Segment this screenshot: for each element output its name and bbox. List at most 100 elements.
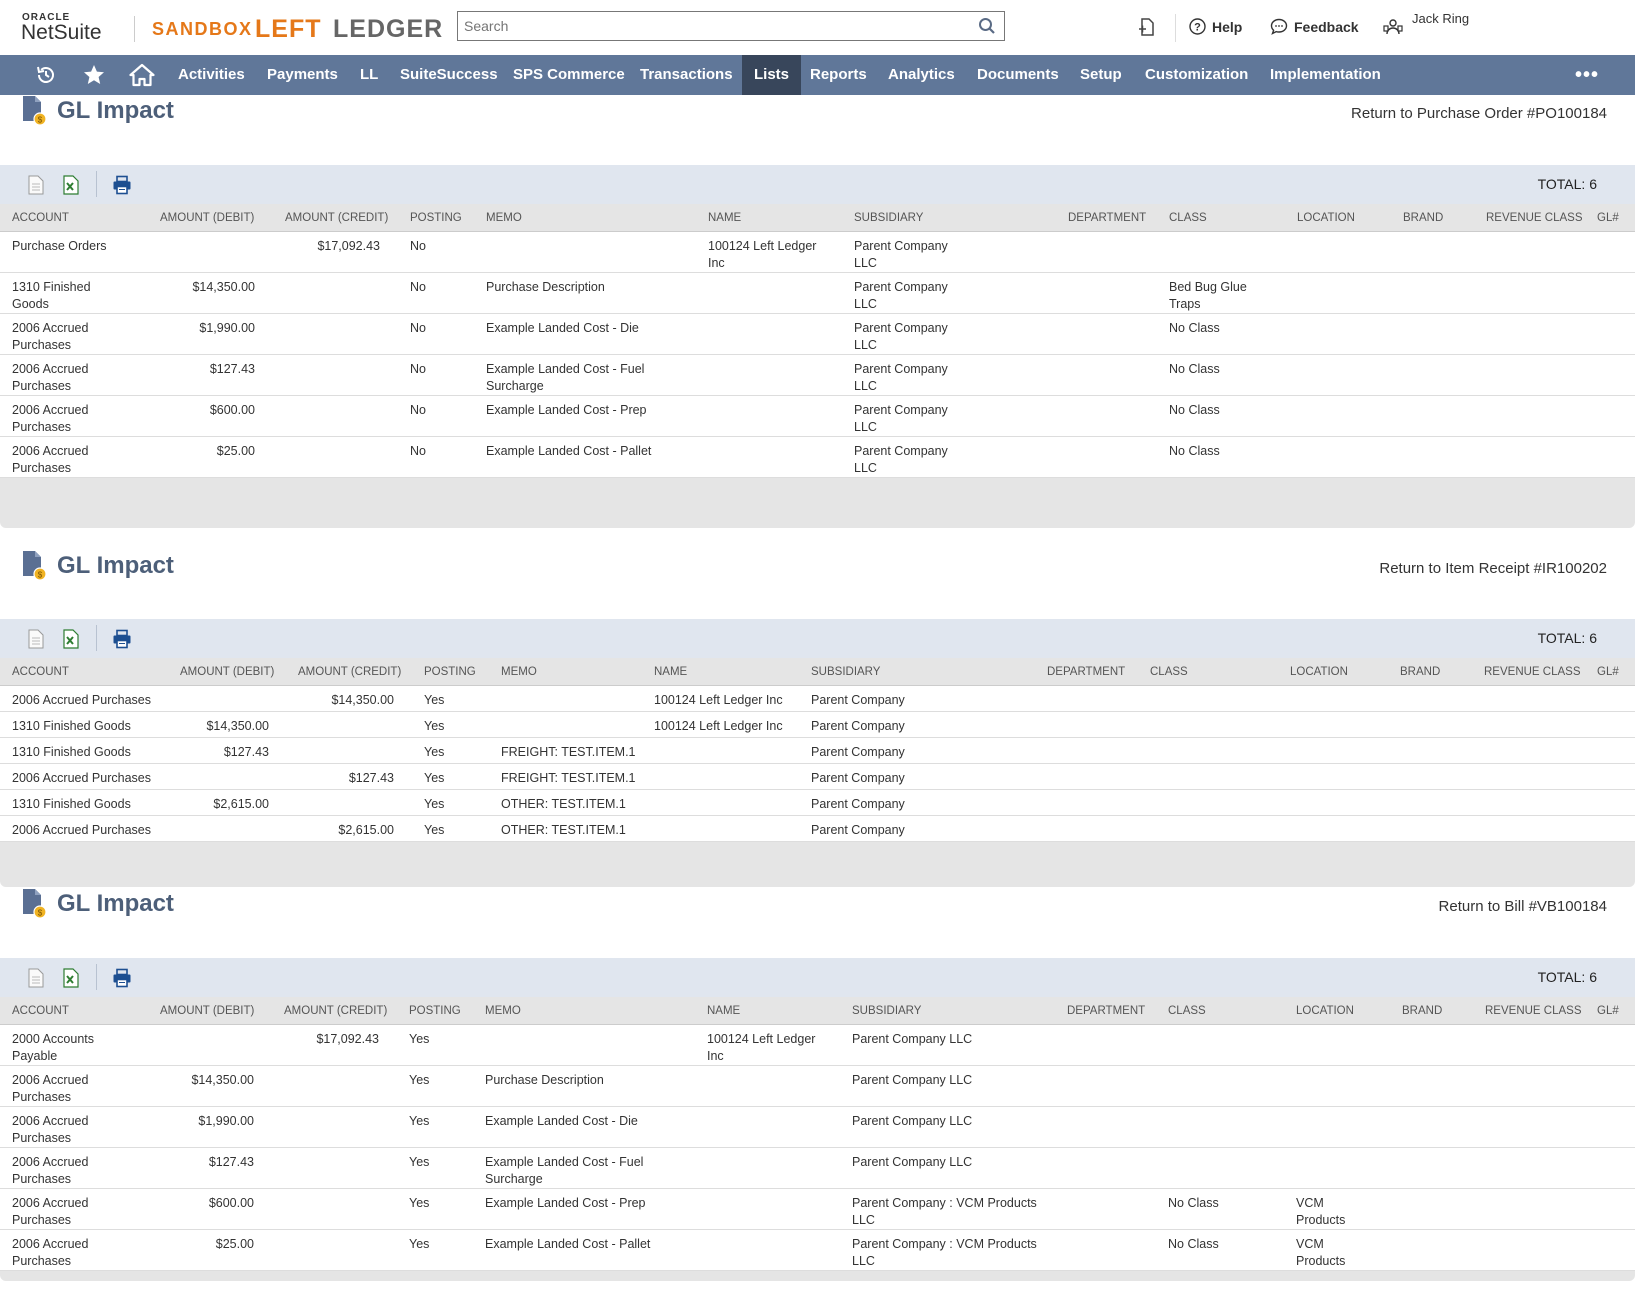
column-header[interactable]: REVENUE CLASS (1484, 666, 1581, 678)
nav-implementation[interactable]: Implementation (1270, 66, 1381, 83)
column-header[interactable]: GL# (1597, 1005, 1619, 1017)
column-header[interactable]: GL# (1597, 666, 1619, 678)
column-header[interactable]: LOCATION (1296, 1005, 1354, 1017)
account-link[interactable]: 2006 Accrued Purchases (12, 444, 89, 475)
print-icon[interactable] (112, 175, 132, 200)
column-header[interactable]: MEMO (485, 1005, 521, 1017)
column-header[interactable]: REVENUE CLASS (1485, 1005, 1582, 1017)
account-link[interactable]: 1310 Finished Goods (12, 719, 131, 733)
account-link[interactable]: 2006 Accrued Purchases (12, 321, 89, 352)
nav-reports[interactable]: Reports (810, 66, 867, 83)
column-header[interactable]: AMOUNT (CREDIT) (284, 1005, 388, 1017)
account-link[interactable]: 2006 Accrued Purchases (12, 1155, 89, 1186)
search-input[interactable] (462, 12, 966, 40)
account-link[interactable]: 2006 Accrued Purchases (12, 1237, 89, 1268)
help-button[interactable]: ? Help (1189, 18, 1242, 35)
column-header[interactable]: ACCOUNT (12, 666, 69, 678)
account-link[interactable]: 2006 Accrued Purchases (12, 823, 151, 837)
nav-activities[interactable]: Activities (178, 66, 245, 83)
column-header[interactable]: NAME (708, 212, 742, 224)
column-header[interactable]: DEPARTMENT (1047, 666, 1126, 678)
column-header[interactable]: POSTING (424, 666, 476, 678)
memo-cell: Purchase Description (485, 1073, 604, 1087)
export-excel-icon[interactable] (62, 629, 80, 654)
column-header[interactable]: BRAND (1400, 666, 1441, 678)
nav-more-icon[interactable]: ••• (1575, 64, 1600, 86)
nav-customization[interactable]: Customization (1145, 66, 1249, 83)
recent-records-icon[interactable] (1137, 17, 1157, 42)
column-header[interactable]: SUBSIDIARY (811, 666, 881, 678)
nav-ll[interactable]: LL (360, 66, 379, 83)
column-header[interactable]: LOCATION (1297, 212, 1355, 224)
export-excel-icon[interactable] (62, 968, 80, 993)
column-header[interactable]: DEPARTMENT (1067, 1005, 1146, 1017)
nav-transactions[interactable]: Transactions (640, 66, 733, 83)
account-link[interactable]: 2006 Accrued Purchases (12, 362, 89, 393)
nav-documents[interactable]: Documents (977, 66, 1059, 83)
nav-suitesuccess[interactable]: SuiteSuccess (400, 66, 498, 83)
nav-analytics[interactable]: Analytics (888, 66, 955, 83)
column-header[interactable]: AMOUNT (CREDIT) (298, 666, 402, 678)
account-link[interactable]: 2006 Accrued Purchases (12, 1073, 89, 1104)
export-csv-icon[interactable] (27, 968, 45, 993)
return-link[interactable]: Return to Bill #VB100184 (1438, 898, 1607, 915)
column-header[interactable]: ACCOUNT (12, 212, 69, 224)
user-name[interactable]: Jack Ring (1412, 11, 1470, 26)
search-icon[interactable] (978, 17, 996, 40)
feedback-button[interactable]: Feedback (1270, 18, 1359, 35)
account-link[interactable]: 2000 Accounts Payable (12, 1032, 95, 1063)
subsidiary-cell: Parent Company LLC (854, 403, 948, 434)
column-header[interactable]: BRAND (1403, 212, 1444, 224)
account-link[interactable]: 2006 Accrued Purchases (12, 693, 151, 707)
home-icon[interactable] (129, 63, 155, 92)
column-header[interactable]: SUBSIDIARY (852, 1005, 922, 1017)
column-header[interactable]: LOCATION (1290, 666, 1348, 678)
account-link[interactable]: 1310 Finished Goods (12, 745, 131, 759)
column-header[interactable]: POSTING (410, 212, 462, 224)
column-header[interactable]: AMOUNT (CREDIT) (285, 212, 389, 224)
column-header[interactable]: REVENUE CLASS (1486, 212, 1583, 224)
account-link[interactable]: 1310 Finished Goods (12, 797, 131, 811)
nav-lists[interactable]: Lists (742, 55, 802, 95)
nav-sps-commerce[interactable]: SPS Commerce (513, 66, 625, 83)
return-link[interactable]: Return to Purchase Order #PO100184 (1351, 105, 1607, 122)
column-header[interactable]: SUBSIDIARY (854, 212, 924, 224)
account-link[interactable]: 2006 Accrued Purchases (12, 403, 89, 434)
column-header[interactable]: DEPARTMENT (1068, 212, 1147, 224)
column-header[interactable]: AMOUNT (DEBIT) (160, 1005, 255, 1017)
favorites-star-icon[interactable] (82, 63, 106, 92)
netsuite-logo[interactable]: NetSuite (21, 21, 102, 44)
print-icon[interactable] (112, 968, 132, 993)
column-header[interactable]: AMOUNT (DEBIT) (180, 666, 275, 678)
name-cell: 100124 Left Ledger Inc (707, 1032, 816, 1063)
feedback-label: Feedback (1294, 18, 1359, 35)
nav-payments[interactable]: Payments (267, 66, 338, 83)
account-link[interactable]: 2006 Accrued Purchases (12, 1196, 89, 1227)
nav-setup[interactable]: Setup (1080, 66, 1122, 83)
column-header[interactable]: ACCOUNT (12, 1005, 69, 1017)
print-icon[interactable] (112, 629, 132, 654)
account-link[interactable]: 2006 Accrued Purchases (12, 771, 151, 785)
column-header[interactable]: NAME (654, 666, 688, 678)
account-link[interactable]: 1310 Finished Goods (12, 280, 91, 311)
recent-history-icon[interactable] (34, 63, 58, 92)
column-header[interactable]: CLASS (1150, 666, 1188, 678)
column-header[interactable]: POSTING (409, 1005, 461, 1017)
column-header[interactable]: CLASS (1168, 1005, 1206, 1017)
column-header[interactable]: MEMO (486, 212, 522, 224)
column-header[interactable]: NAME (707, 1005, 741, 1017)
account-link[interactable]: 2006 Accrued Purchases (12, 1114, 89, 1145)
export-csv-icon[interactable] (27, 629, 45, 654)
column-header[interactable]: AMOUNT (DEBIT) (160, 212, 255, 224)
column-header[interactable]: CLASS (1169, 212, 1207, 224)
global-search[interactable] (457, 11, 1005, 41)
export-csv-icon[interactable] (27, 175, 45, 200)
return-link[interactable]: Return to Item Receipt #IR100202 (1379, 560, 1607, 577)
credit-amount: $14,350.00 (331, 693, 394, 707)
column-header[interactable]: BRAND (1402, 1005, 1443, 1017)
account-link[interactable]: Purchase Orders (12, 239, 107, 253)
export-excel-icon[interactable] (62, 175, 80, 200)
column-header[interactable]: MEMO (501, 666, 537, 678)
user-roles-icon[interactable] (1383, 17, 1403, 42)
column-header[interactable]: GL# (1597, 212, 1619, 224)
